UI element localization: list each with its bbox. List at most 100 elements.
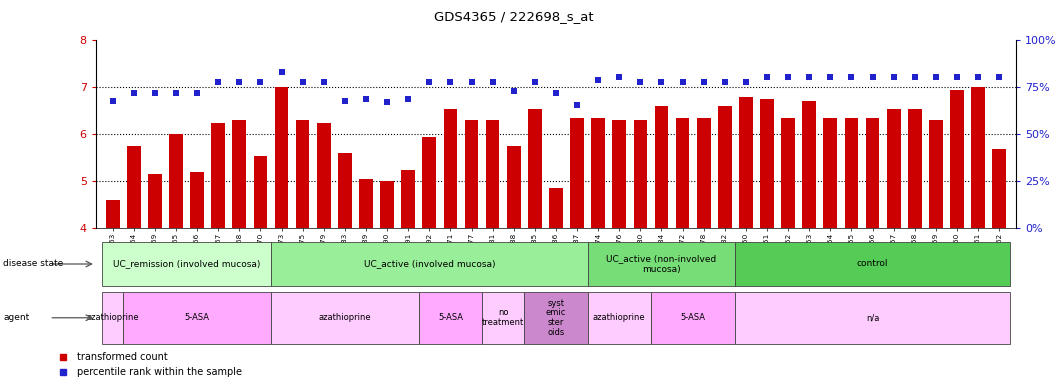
Point bbox=[589, 77, 606, 83]
Bar bbox=[633, 120, 647, 228]
Bar bbox=[338, 153, 352, 228]
Text: disease state: disease state bbox=[3, 260, 64, 268]
Bar bbox=[190, 172, 204, 228]
Point bbox=[126, 90, 143, 96]
Point bbox=[716, 79, 733, 85]
Point bbox=[548, 90, 565, 96]
Text: azathioprine: azathioprine bbox=[318, 313, 371, 322]
Point bbox=[969, 74, 986, 80]
Point bbox=[400, 96, 417, 102]
Bar bbox=[587, 242, 735, 286]
Bar bbox=[401, 170, 415, 228]
Bar bbox=[486, 120, 499, 228]
Bar bbox=[824, 118, 837, 228]
Text: UC_active (involved mucosa): UC_active (involved mucosa) bbox=[364, 260, 495, 268]
Text: 5-ASA: 5-ASA bbox=[681, 313, 705, 322]
Bar bbox=[525, 292, 587, 344]
Point bbox=[695, 79, 712, 85]
Text: transformed count: transformed count bbox=[78, 352, 168, 362]
Point bbox=[442, 79, 459, 85]
Bar bbox=[102, 242, 271, 286]
Point bbox=[358, 96, 375, 102]
Point bbox=[821, 74, 838, 80]
Point bbox=[928, 74, 945, 80]
Point bbox=[484, 79, 501, 85]
Bar bbox=[123, 292, 271, 344]
Bar bbox=[105, 200, 119, 228]
Bar bbox=[212, 122, 226, 228]
Point bbox=[420, 79, 437, 85]
Point bbox=[210, 79, 227, 85]
Bar bbox=[929, 120, 943, 228]
Bar bbox=[102, 292, 123, 344]
Bar bbox=[676, 118, 689, 228]
Bar bbox=[781, 118, 795, 228]
Bar bbox=[886, 109, 900, 228]
Bar bbox=[718, 106, 732, 228]
Text: UC_active (non-involved
mucosa): UC_active (non-involved mucosa) bbox=[606, 254, 717, 274]
Bar bbox=[148, 174, 162, 228]
Point bbox=[147, 90, 164, 96]
Point bbox=[463, 79, 480, 85]
Bar bbox=[735, 292, 1010, 344]
Bar bbox=[570, 118, 584, 228]
Bar bbox=[802, 101, 816, 228]
Point bbox=[843, 74, 860, 80]
Bar bbox=[735, 242, 1010, 286]
Point bbox=[907, 74, 924, 80]
Bar bbox=[971, 88, 985, 228]
Text: 5-ASA: 5-ASA bbox=[184, 313, 210, 322]
Bar bbox=[592, 118, 605, 228]
Point bbox=[294, 79, 311, 85]
Point bbox=[104, 98, 121, 104]
Point bbox=[568, 102, 585, 108]
Bar bbox=[993, 149, 1007, 228]
Text: no
treatment: no treatment bbox=[482, 308, 525, 327]
Bar bbox=[528, 109, 542, 228]
Point bbox=[675, 79, 692, 85]
Bar bbox=[271, 292, 419, 344]
Point bbox=[864, 74, 881, 80]
Bar bbox=[697, 118, 711, 228]
Bar bbox=[651, 292, 735, 344]
Bar bbox=[444, 109, 458, 228]
Text: azathioprine: azathioprine bbox=[593, 313, 646, 322]
Bar bbox=[422, 137, 436, 228]
Point bbox=[273, 69, 290, 75]
Point bbox=[231, 79, 248, 85]
Bar bbox=[739, 97, 753, 228]
Point bbox=[252, 79, 269, 85]
Text: azathioprine: azathioprine bbox=[86, 313, 139, 322]
Point bbox=[780, 74, 797, 80]
Point bbox=[885, 74, 902, 80]
Bar bbox=[359, 179, 372, 228]
Bar bbox=[169, 134, 183, 228]
Text: UC_remission (involved mucosa): UC_remission (involved mucosa) bbox=[113, 260, 261, 268]
Bar bbox=[271, 242, 587, 286]
Point bbox=[653, 79, 670, 85]
Bar bbox=[465, 120, 479, 228]
Bar bbox=[908, 109, 921, 228]
Point bbox=[948, 74, 965, 80]
Bar bbox=[232, 120, 246, 228]
Bar bbox=[253, 156, 267, 228]
Text: percentile rank within the sample: percentile rank within the sample bbox=[78, 367, 243, 377]
Point bbox=[759, 74, 776, 80]
Bar bbox=[482, 292, 525, 344]
Text: n/a: n/a bbox=[866, 313, 879, 322]
Bar bbox=[654, 106, 668, 228]
Point bbox=[336, 98, 353, 104]
Bar bbox=[419, 292, 482, 344]
Text: GDS4365 / 222698_s_at: GDS4365 / 222698_s_at bbox=[433, 10, 594, 23]
Text: 5-ASA: 5-ASA bbox=[438, 313, 463, 322]
Point bbox=[632, 79, 649, 85]
Point bbox=[315, 79, 332, 85]
Text: control: control bbox=[857, 260, 888, 268]
Point bbox=[167, 90, 184, 96]
Point bbox=[379, 99, 396, 106]
Bar bbox=[587, 292, 651, 344]
Bar bbox=[613, 120, 626, 228]
Text: syst
emic
ster
oids: syst emic ster oids bbox=[546, 299, 566, 337]
Bar bbox=[760, 99, 774, 228]
Bar bbox=[866, 118, 880, 228]
